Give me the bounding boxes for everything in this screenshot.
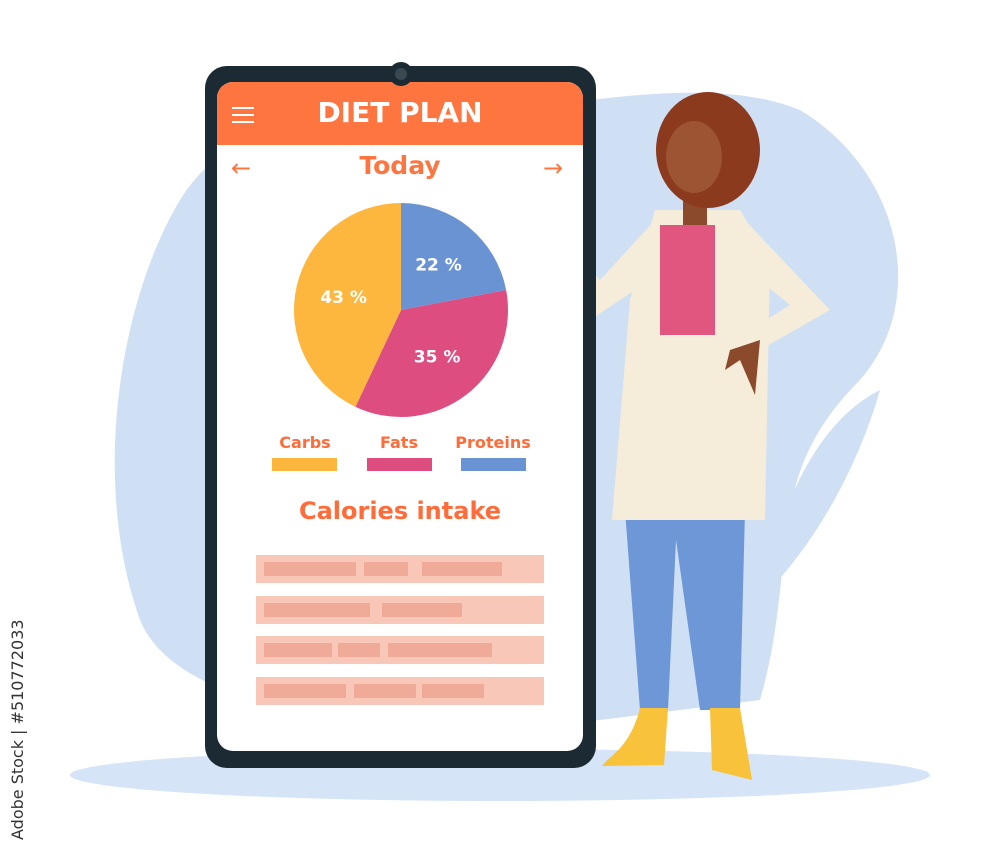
pie-slice-proteins: [401, 203, 507, 310]
shoe-left: [602, 708, 668, 766]
pie-label-proteins: 22 %: [415, 256, 462, 276]
legend-swatch-carbs: [272, 458, 337, 471]
app-header: DIET PLAN: [217, 82, 583, 145]
macro-pie-chart: 22 % 35 % 43 %: [294, 203, 508, 417]
hand-hip: [725, 340, 760, 395]
legend-label-carbs: Carbs: [279, 433, 331, 452]
face: [666, 121, 722, 193]
legend-label-fats: Fats: [380, 433, 418, 452]
legend-swatch-proteins: [461, 458, 526, 471]
watermark: Adobe Stock | #510772033: [8, 619, 27, 840]
calorie-row: [256, 636, 544, 664]
arrow-right-icon[interactable]: →: [543, 154, 564, 182]
pie-label-fats: 35 %: [414, 348, 461, 368]
top: [660, 225, 715, 335]
calorie-row: [256, 677, 544, 705]
hamburger-menu-icon[interactable]: [232, 107, 254, 123]
camera-notch: [389, 62, 413, 86]
phone-frame: DIET PLAN ← Today → 22 % 35 % 43 % Carbs F…: [205, 62, 596, 768]
calorie-row: [256, 596, 544, 624]
calorie-row: [256, 555, 544, 583]
date-label: Today: [359, 151, 441, 180]
legend-swatch-fats: [367, 458, 432, 471]
legend-label-proteins: Proteins: [455, 433, 531, 452]
arrow-left-icon[interactable]: ←: [231, 154, 252, 182]
pie-slice-fats: [355, 289, 508, 417]
pie-label-carbs: 43 %: [320, 288, 367, 308]
pie-slice-carbs: [294, 203, 401, 407]
phone-screen: DIET PLAN ← Today → 22 % 35 % 43 % Carbs F…: [217, 82, 583, 751]
lab-coat: [612, 210, 770, 520]
jeans: [625, 510, 745, 710]
background-leaf: [760, 390, 880, 600]
app-title: DIET PLAN: [317, 96, 483, 129]
shoe-right: [710, 708, 752, 780]
arm-right: [735, 215, 830, 350]
calories-title: Calories intake: [298, 497, 502, 525]
